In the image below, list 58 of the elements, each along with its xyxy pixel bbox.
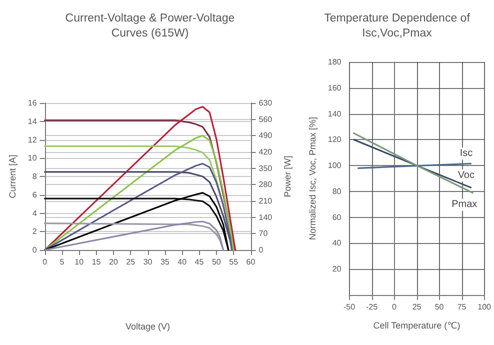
- y-tick-label: 140: [328, 109, 342, 118]
- x-tick-label: 40: [178, 258, 188, 266]
- x-tick-label: -25: [366, 302, 378, 312]
- x-tick-label: 35: [160, 258, 170, 266]
- x-tick-label: 20: [108, 258, 118, 266]
- y2-axis-title: Power [W]: [282, 156, 292, 198]
- x-tick-label: 50: [434, 302, 444, 312]
- x-tick-label: 0: [392, 302, 398, 312]
- y2-tick-label: 210: [258, 196, 273, 206]
- series-label: Pmax: [452, 199, 478, 210]
- x-tick-label: 100: [478, 302, 492, 312]
- y-tick-label: 160: [328, 83, 342, 92]
- x-tick-label: -50: [343, 302, 356, 312]
- x-tick-label: 30: [143, 258, 153, 266]
- x-tick-label: 75: [457, 302, 467, 312]
- y-tick-label: 80: [332, 186, 342, 196]
- x-tick-label: 15: [92, 258, 102, 266]
- x-tick-label: 60: [246, 258, 256, 266]
- y2-tick-label: 280: [258, 180, 273, 190]
- y-tick-label: 120: [328, 135, 342, 144]
- y-tick-label: 14: [28, 116, 38, 126]
- x-tick-label: 10: [74, 258, 84, 266]
- y-tick-label: 4: [32, 208, 38, 218]
- y-tick-label: 20: [332, 264, 342, 274]
- x-tick-label: 45: [194, 258, 204, 266]
- chart-title: Temperature Dependence of Isc,Voc,Pmax: [324, 12, 471, 40]
- y-tick-label: 40: [332, 238, 342, 248]
- x-tick-label: 5: [60, 258, 65, 266]
- y-axis-title: Normalized Isc, Voc, Pmax [%]: [308, 116, 318, 240]
- x-axis-title: Cell Temperature (℃): [373, 320, 460, 330]
- y2-tick-label: 70: [258, 229, 268, 238]
- y2-tick-label: 630: [258, 98, 273, 108]
- y-tick-label: 100: [328, 161, 342, 170]
- x-tick-label: 0: [42, 258, 48, 266]
- y-tick-label: 8: [32, 172, 38, 181]
- y-tick-label: 16: [28, 98, 38, 108]
- series-label: Voc: [458, 170, 475, 182]
- y2-tick-label: 420: [258, 148, 273, 156]
- y-tick-label: 2: [32, 227, 38, 236]
- y-tick-label: 12: [28, 135, 38, 144]
- y2-tick-label: 560: [258, 114, 273, 124]
- y-tick-label: 6: [32, 190, 38, 200]
- y2-tick-label: 490: [258, 131, 273, 140]
- y-tick-label: 60: [332, 212, 342, 222]
- y-tick-label: 180: [328, 58, 342, 66]
- x-tick-label: 55: [229, 258, 239, 266]
- x-tick-label: 25: [412, 302, 422, 312]
- y-tick-label: 10: [28, 154, 38, 163]
- y-axis-title: Current [A]: [8, 154, 18, 198]
- series-label: Isc: [460, 148, 473, 160]
- y2-tick-label: 0: [258, 246, 264, 254]
- y-tick-label: 0: [32, 246, 38, 254]
- y2-tick-label: 140: [258, 212, 273, 222]
- x-axis-title: Voltage (V): [126, 322, 170, 332]
- x-tick-label: 25: [126, 258, 136, 266]
- x-tick-label: 50: [212, 258, 222, 266]
- y2-tick-label: 350: [258, 164, 273, 173]
- chart-title: Current-Voltage & Power-Voltage Curves (615W): [65, 12, 235, 40]
